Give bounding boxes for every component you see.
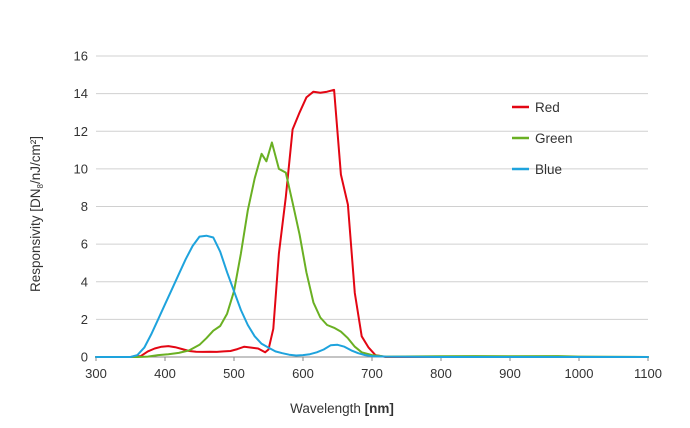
grid-layer — [96, 55, 648, 320]
y-tick-label: 6 — [81, 237, 88, 252]
legend: Red Green Blue — [512, 100, 573, 177]
y-tick-label: 0 — [81, 350, 88, 365]
legend-label-blue: Blue — [535, 162, 562, 177]
series-line-red — [95, 88, 649, 358]
x-tick-label: 1000 — [565, 366, 594, 381]
series-line-blue — [95, 234, 649, 358]
x-tick-label: 900 — [499, 366, 521, 381]
x-tick-label: 800 — [430, 366, 452, 381]
y-tick-label: 4 — [81, 274, 88, 289]
y-tick-label: 2 — [81, 312, 88, 327]
series-line-green — [95, 141, 649, 358]
x-tick-label: 700 — [361, 366, 383, 381]
x-tick-label: 500 — [223, 366, 245, 381]
y-tick-label: 14 — [74, 86, 88, 101]
x-tick-label: 300 — [85, 366, 107, 381]
y-tick-label: 12 — [74, 124, 88, 139]
x-tick-label: 400 — [154, 366, 176, 381]
y-tick-label: 8 — [81, 199, 88, 214]
axis-layer: 0 2 4 6 8 10 12 14 16 300 400 500 600 700 800 900 1000 11… — [74, 49, 662, 382]
x-tick-label: 1100 — [634, 366, 662, 381]
legend-label-red: Red — [535, 100, 560, 115]
x-tick-label: 600 — [292, 366, 314, 381]
y-tick-label: 16 — [74, 49, 88, 64]
series-layer — [95, 88, 649, 358]
legend-label-green: Green — [535, 131, 573, 146]
y-tick-label: 10 — [74, 161, 88, 176]
x-axis-title: Wavelength [nm] — [290, 401, 394, 416]
y-axis-title: Responsivity [DN8/nJ/cm²] — [28, 136, 45, 292]
